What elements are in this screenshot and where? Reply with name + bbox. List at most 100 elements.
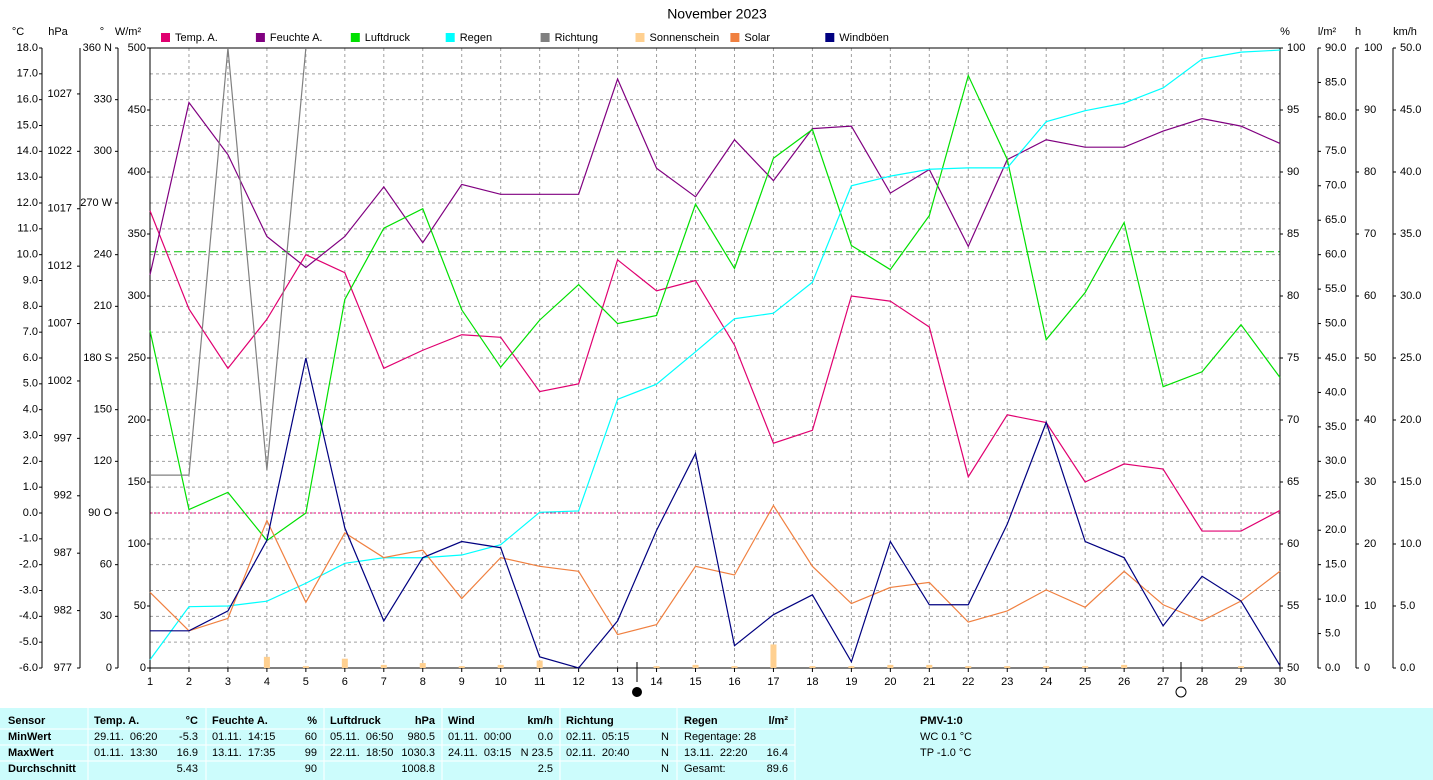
row-label: MaxWert [8, 747, 54, 759]
table-cell: km/h [527, 715, 553, 727]
y-tick-label: 450 [128, 104, 146, 116]
table-cell: 01.11. 00:00 [448, 731, 511, 743]
y-tick-label: 0.0 [1400, 662, 1415, 674]
x-tick-label: 2 [186, 676, 192, 688]
y-tick-label: 60.0 [1325, 249, 1346, 261]
y-tick-label: 0.0 [1325, 662, 1340, 674]
y-tick-label: 9.0 [23, 274, 38, 286]
y-tick-label: 8.0 [23, 300, 38, 312]
sunshine-bar [887, 664, 894, 668]
y-tick-label: 90 O [88, 507, 112, 519]
series-line [149, 210, 1281, 532]
table-cell: Wind [448, 715, 475, 727]
y-tick-label: 992 [54, 490, 72, 502]
table-cell: WC 0.1 °C [920, 731, 972, 743]
y-tick-label: 60 [1287, 538, 1299, 550]
y-tick-label: 60 [100, 559, 112, 571]
legend-label: Windböen [839, 32, 889, 44]
y-tick-label: 3.0 [23, 429, 38, 441]
x-tick-label: 9 [459, 676, 465, 688]
sunshine-bar [1121, 664, 1128, 668]
y-tick-label: 180 S [83, 352, 112, 364]
table-cell: 89.6 [767, 763, 788, 775]
x-tick-label: 16 [728, 676, 740, 688]
x-tick-label: 26 [1118, 676, 1130, 688]
y-tick-label: 1007 [48, 317, 72, 329]
table-cell: 99 [305, 747, 317, 759]
sunshine-bar [380, 664, 387, 668]
table-cell: N 23.5 [521, 747, 553, 759]
y-tick-label: 2.0 [23, 455, 38, 467]
table-cell: Luftdruck [330, 715, 382, 727]
y-tick-label: 65 [1287, 476, 1299, 488]
axis-unit-label: ° [100, 26, 104, 38]
axis-unit-label: % [1280, 26, 1290, 38]
axis-unit-label: °C [12, 26, 24, 38]
x-tick-label: 17 [767, 676, 779, 688]
sunshine-bar [458, 666, 465, 668]
sunshine-bar [1004, 666, 1011, 668]
y-tick-label: 90 [1364, 104, 1376, 116]
x-tick-label: 10 [495, 676, 507, 688]
legend-label: Sonnenschein [650, 32, 720, 44]
y-tick-label: 1012 [48, 260, 72, 272]
x-tick-label: 24 [1040, 676, 1052, 688]
y-tick-label: 85.0 [1325, 76, 1346, 88]
table-cell: Gesamt: [684, 763, 726, 775]
sunshine-bar [536, 660, 543, 668]
x-tick-label: 29 [1235, 676, 1247, 688]
series-line [149, 49, 1281, 661]
table-cell: 60 [305, 731, 317, 743]
y-tick-label: 7.0 [23, 326, 38, 338]
sunshine-bar [263, 656, 270, 668]
y-tick-label: 200 [128, 414, 146, 426]
x-tick-label: 11 [534, 676, 545, 688]
table-cell: Temp. A. [94, 715, 139, 727]
chart-title: November 2023 [667, 6, 767, 22]
x-tick-label: 13 [611, 676, 623, 688]
x-tick-label: 3 [225, 676, 231, 688]
y-tick-label: 120 [94, 455, 112, 467]
y-tick-label: 17.0 [17, 68, 38, 80]
y-tick-label: -4.0 [19, 610, 38, 622]
row-label: MinWert [8, 731, 52, 743]
table-cell: Regentage: 28 [684, 731, 756, 743]
axis-unit-label: l/m² [1318, 26, 1337, 38]
y-tick-label: 1027 [48, 88, 72, 100]
y-tick-label: 14.0 [17, 145, 38, 157]
x-tick-label: 6 [342, 676, 348, 688]
y-tick-label: 80 [1287, 290, 1299, 302]
y-tick-label: 5.0 [1325, 627, 1340, 639]
axis-unit-label: W/m² [115, 26, 142, 38]
y-tick-label: 6.0 [23, 352, 38, 364]
series-line [149, 73, 1281, 542]
series-line [150, 357, 1281, 669]
table-cell: l/m² [768, 715, 788, 727]
y-tick-label: 300 [94, 145, 112, 157]
x-tick-label: 4 [264, 676, 270, 688]
sunshine-bar [965, 666, 972, 668]
table-cell: PMV-1:0 [920, 715, 963, 727]
y-tick-label: -6.0 [19, 662, 38, 674]
table-cell: 1008.8 [401, 763, 435, 775]
y-tick-label: 20.0 [1400, 414, 1421, 426]
sunshine-bar [809, 666, 816, 668]
y-tick-label: 150 [128, 476, 146, 488]
table-cell: % [307, 715, 317, 727]
y-tick-label: 75.0 [1325, 145, 1346, 157]
y-tick-label: 13.0 [17, 171, 38, 183]
statistics-table: Sensor MinWert MaxWert Durchschnitt Temp. A.… [0, 708, 1433, 780]
y-tick-label: 10.0 [1325, 593, 1346, 605]
y-tick-label: 15.0 [1400, 476, 1421, 488]
table-cell: Regen [684, 715, 718, 727]
sunshine-bar [302, 666, 309, 668]
sunshine-bar [770, 644, 777, 668]
x-tick-label: 30 [1274, 676, 1286, 688]
y-tick-label: 1022 [48, 145, 72, 157]
y-tick-label: 210 [94, 300, 112, 312]
y-tick-label: 12.0 [17, 197, 38, 209]
y-tick-label: 30 [100, 610, 112, 622]
y-tick-label: 40.0 [1400, 166, 1421, 178]
y-tick-label: 350 [128, 228, 146, 240]
sunshine-bar [497, 664, 504, 668]
